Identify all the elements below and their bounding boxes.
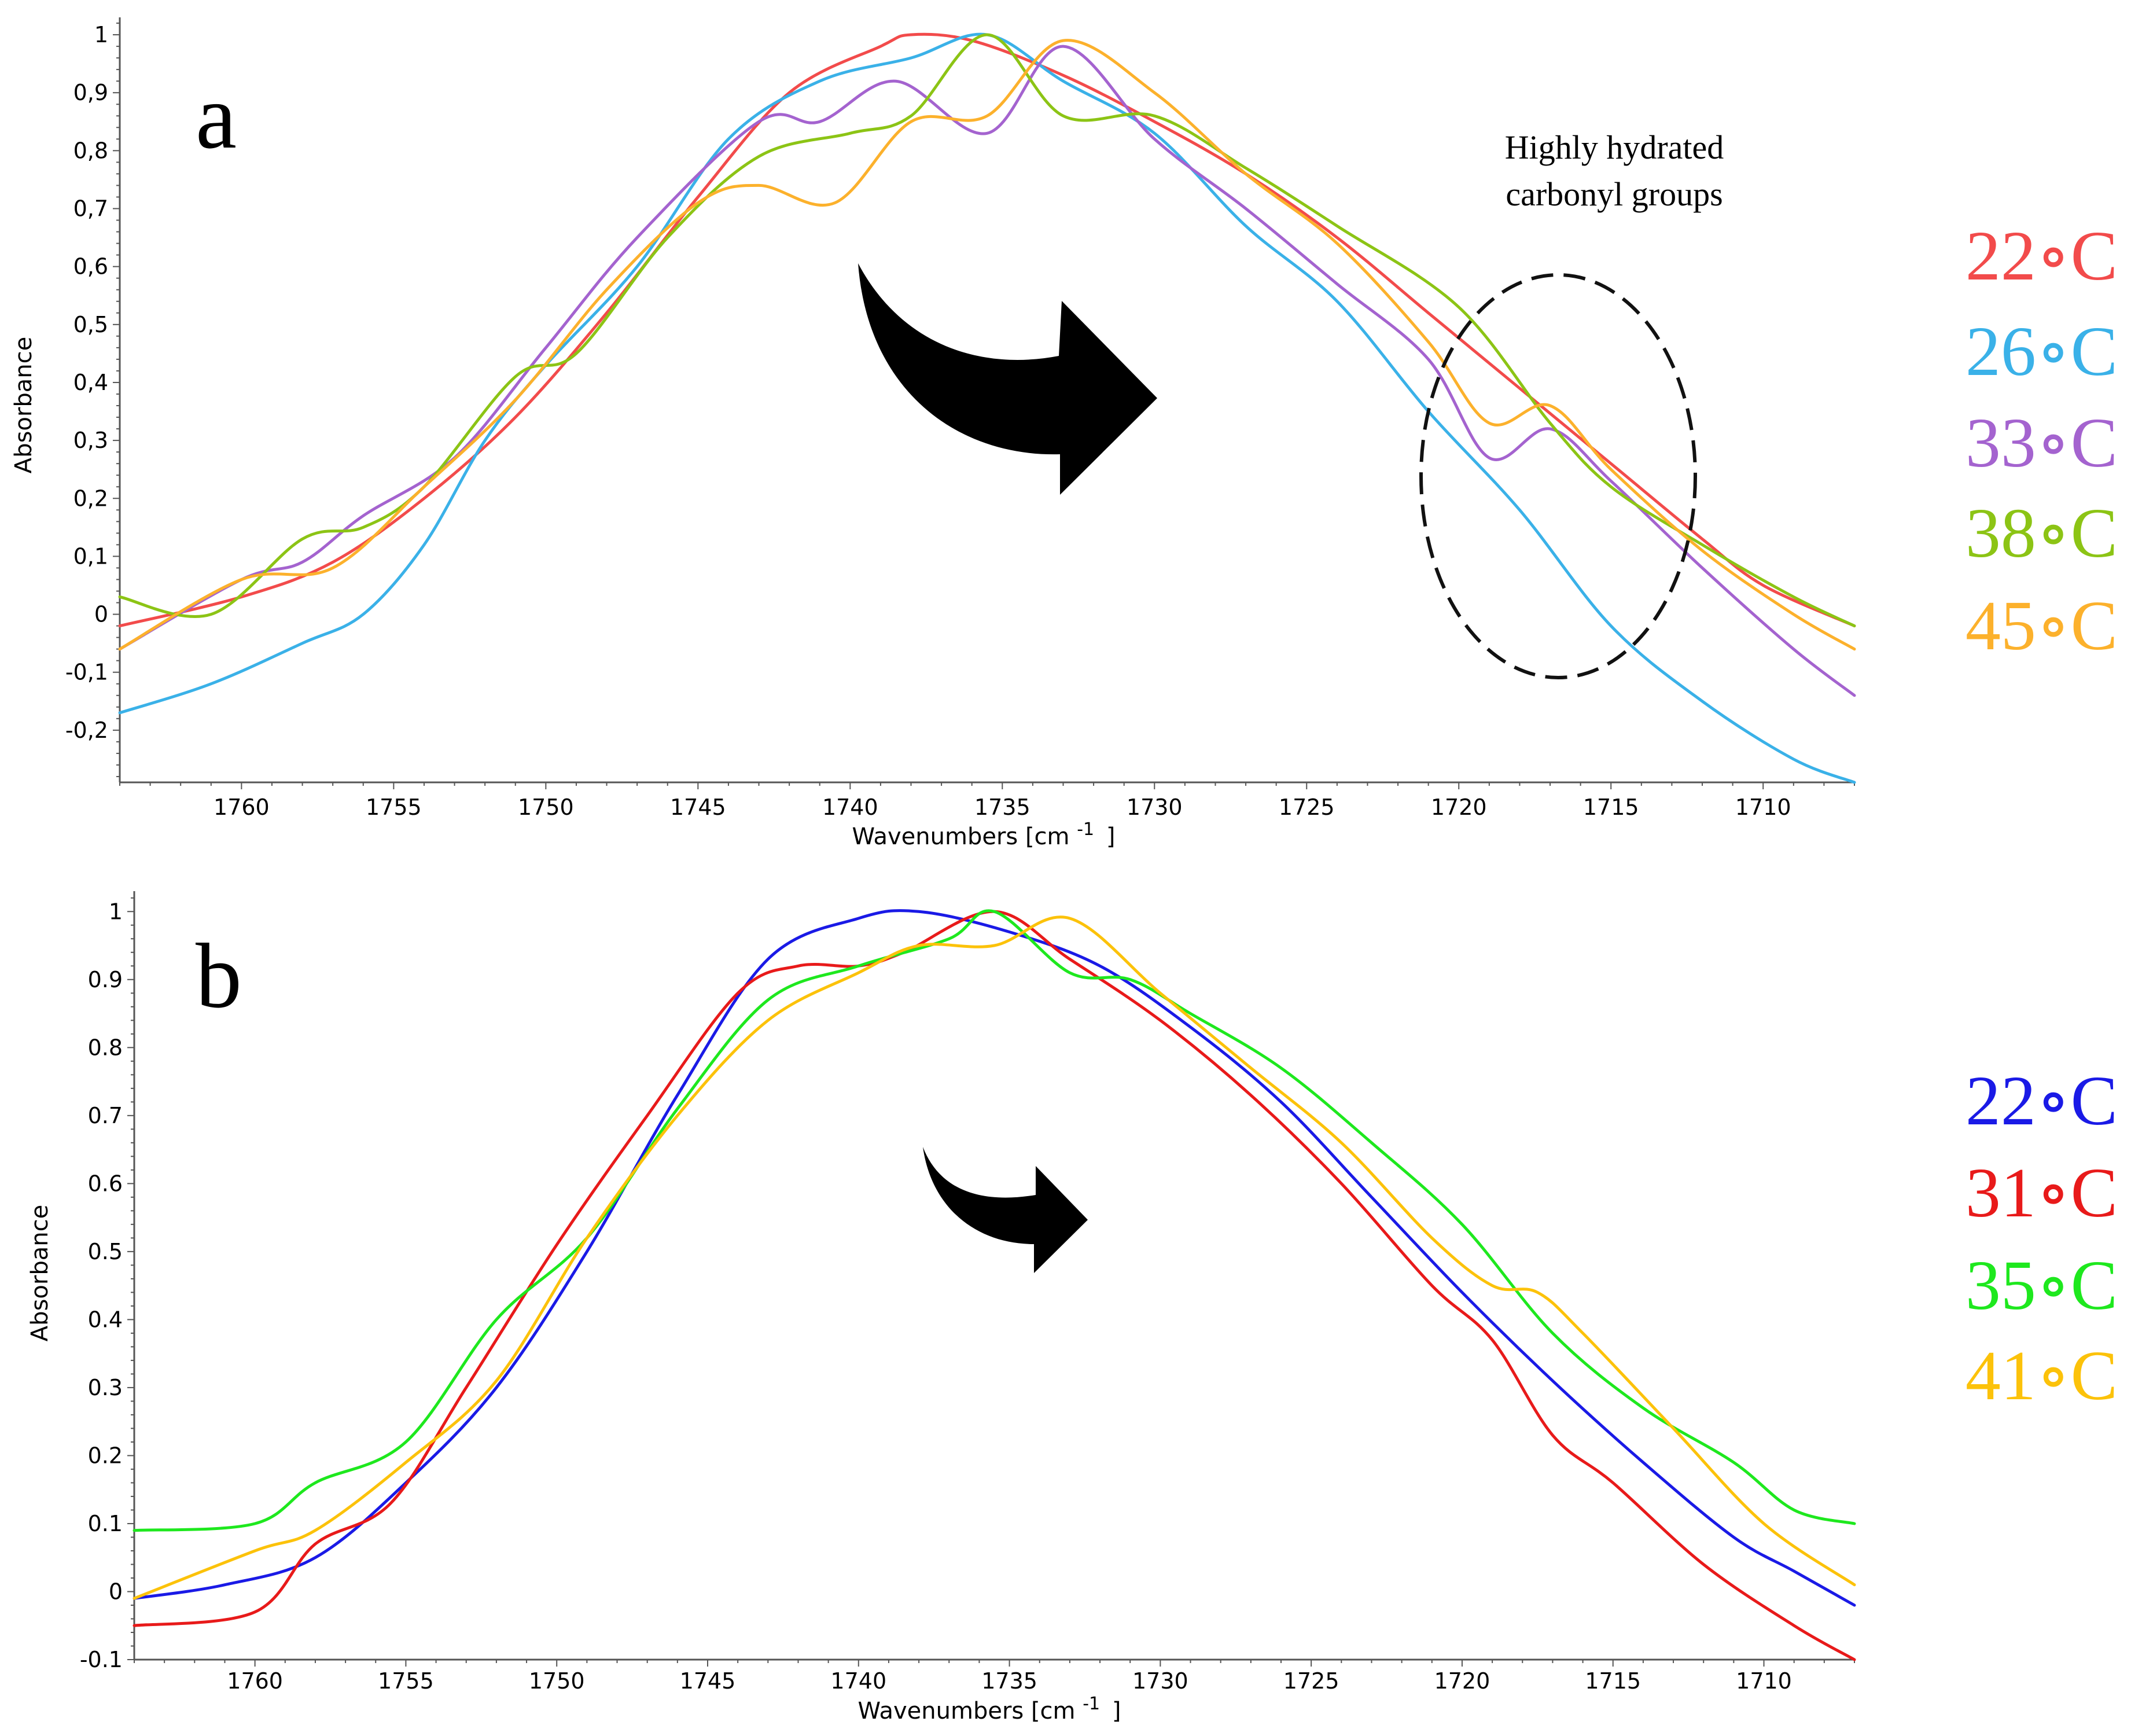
x-axis-title-b-end: ] [1112, 1698, 1121, 1724]
x-tick-label: 1720 [1431, 795, 1487, 820]
y-tick-label: 0,7 [73, 196, 108, 222]
y-tick-label: 1 [109, 899, 123, 924]
y-tick-label: -0.1 [80, 1647, 123, 1672]
y-tick-label: 0,9 [73, 80, 108, 105]
y-tick-label: 0.1 [88, 1511, 123, 1536]
x-tick-label: 1730 [1132, 1668, 1188, 1694]
y-tick-label: 0,8 [73, 138, 108, 163]
x-tick-label: 1735 [981, 1668, 1037, 1694]
y-tick-label: 0.2 [88, 1443, 123, 1468]
y-tick-label: 0 [109, 1579, 123, 1604]
y-tick-label: 0,6 [73, 254, 108, 279]
series-line-b-4 [133, 915, 1856, 1600]
trend-arrow-icon-a [858, 263, 1157, 495]
x-axis-title-b-main: Wavenumbers [cm [858, 1698, 1076, 1724]
x-axis-title-b-sup: -1 [1083, 1694, 1100, 1714]
x-tick-label: 1720 [1434, 1668, 1490, 1694]
x-tick-label: 1715 [1583, 795, 1639, 820]
x-tick-label: 1715 [1585, 1668, 1641, 1694]
panel-label-b: b [196, 924, 242, 1027]
x-tick-label: 1730 [1127, 795, 1183, 820]
y-tick-label: 0,5 [73, 312, 108, 337]
y-tick-label: 0.4 [88, 1307, 123, 1332]
series-line-a-5 [118, 39, 1856, 651]
x-tick-label: 1710 [1735, 795, 1791, 820]
y-tick-label: 0.9 [88, 967, 123, 992]
annotation-line-1: Highly hydrated [1505, 128, 1724, 166]
x-tick-label: 1755 [378, 1668, 434, 1694]
panel-label-a: a [196, 65, 237, 168]
plot-area-b: 1 0.9 0.8 0.7 0.6 0.5 0.4 0.3 0.2 0.1 0 -0.1 1760 175… [80, 891, 1856, 1694]
y-tick-label: 0,2 [73, 486, 108, 511]
y-tick-label: 0 [94, 602, 108, 627]
y-tick-label: 0.3 [88, 1375, 123, 1400]
y-axis-title-a: Absorbance [10, 337, 37, 473]
y-tick-label: 1 [94, 22, 108, 47]
legend-a-entry: 33∘C [1966, 404, 2118, 482]
x-tick-label: 1745 [680, 1668, 736, 1694]
y-tick-label: 0.5 [88, 1239, 123, 1264]
series-line-b-3 [133, 909, 1856, 1532]
legend-b-entry: 35∘C [1966, 1246, 2118, 1325]
legend-a-entry: 26∘C [1966, 312, 2118, 391]
series-line-b-1 [133, 909, 1856, 1607]
x-tick-label: 1750 [529, 1668, 585, 1694]
legend-b-entry: 41∘C [1966, 1337, 2118, 1415]
trend-arrow-icon-b [923, 1147, 1088, 1273]
x-tick-label: 1710 [1736, 1668, 1792, 1694]
y-tick-label: -0,1 [65, 660, 108, 685]
y-tick-label: 0,1 [73, 543, 108, 569]
y-tick-label: 0,3 [73, 428, 108, 453]
plot-area-a: 1 0,9 0,8 0,7 0,6 0,5 0,4 0,3 0,2 0,1 0 -0,1 -0,2 176… [65, 17, 1856, 820]
annotation-line-2: carbonyl groups [1506, 175, 1723, 213]
y-axis-title-b: Absorbance [27, 1205, 53, 1341]
x-tick-label: 1740 [822, 795, 878, 820]
x-tick-label: 1760 [214, 795, 270, 820]
legend-b-entry: 22∘C [1966, 1062, 2118, 1140]
x-tick-label: 1725 [1279, 795, 1335, 820]
x-axis-title-a: Wavenumbers [cm -1 ] [852, 814, 1116, 850]
y-tick-label: 0.6 [88, 1171, 123, 1196]
legend-b-entry: 31∘C [1966, 1154, 2118, 1232]
legend-a: 22∘C 26∘C 33∘C 38∘C 45∘C [1966, 217, 2118, 665]
x-axis-title-a-sup: -1 [1077, 819, 1094, 840]
legend-b: 22∘C 31∘C 35∘C 41∘C [1966, 1062, 2118, 1415]
x-tick-label: 1750 [518, 795, 574, 820]
legend-a-entry: 38∘C [1966, 494, 2118, 572]
legend-a-entry: 45∘C [1966, 587, 2118, 665]
series-line-a-1 [118, 32, 1856, 628]
legend-a-entry: 22∘C [1966, 217, 2118, 295]
x-axis-title-a-end: ] [1106, 823, 1116, 850]
x-axis-title-b: Wavenumbers [cm -1 ] [858, 1689, 1121, 1724]
x-tick-label: 1735 [974, 795, 1030, 820]
x-tick-label: 1755 [366, 795, 422, 820]
x-tick-label: 1725 [1283, 1668, 1339, 1694]
highlight-ellipse [1419, 273, 1697, 679]
x-tick-label: 1760 [227, 1668, 283, 1694]
series-line-b-2 [133, 910, 1856, 1661]
y-tick-label: 0.8 [88, 1035, 123, 1060]
x-tick-label: 1740 [830, 1668, 886, 1694]
series-line-a-4 [118, 33, 1856, 628]
series-line-a-2 [118, 32, 1856, 784]
x-axis-title-a-main: Wavenumbers [cm [852, 823, 1070, 850]
panel-a: a 10,90,80,70,60,50,40,30,20,10-0,1-0,21… [10, 17, 1856, 850]
y-tick-label: 0,4 [73, 370, 108, 395]
x-tick-label: 1745 [670, 795, 726, 820]
y-tick-label: 0.7 [88, 1103, 123, 1128]
y-tick-label: -0,2 [65, 718, 108, 743]
